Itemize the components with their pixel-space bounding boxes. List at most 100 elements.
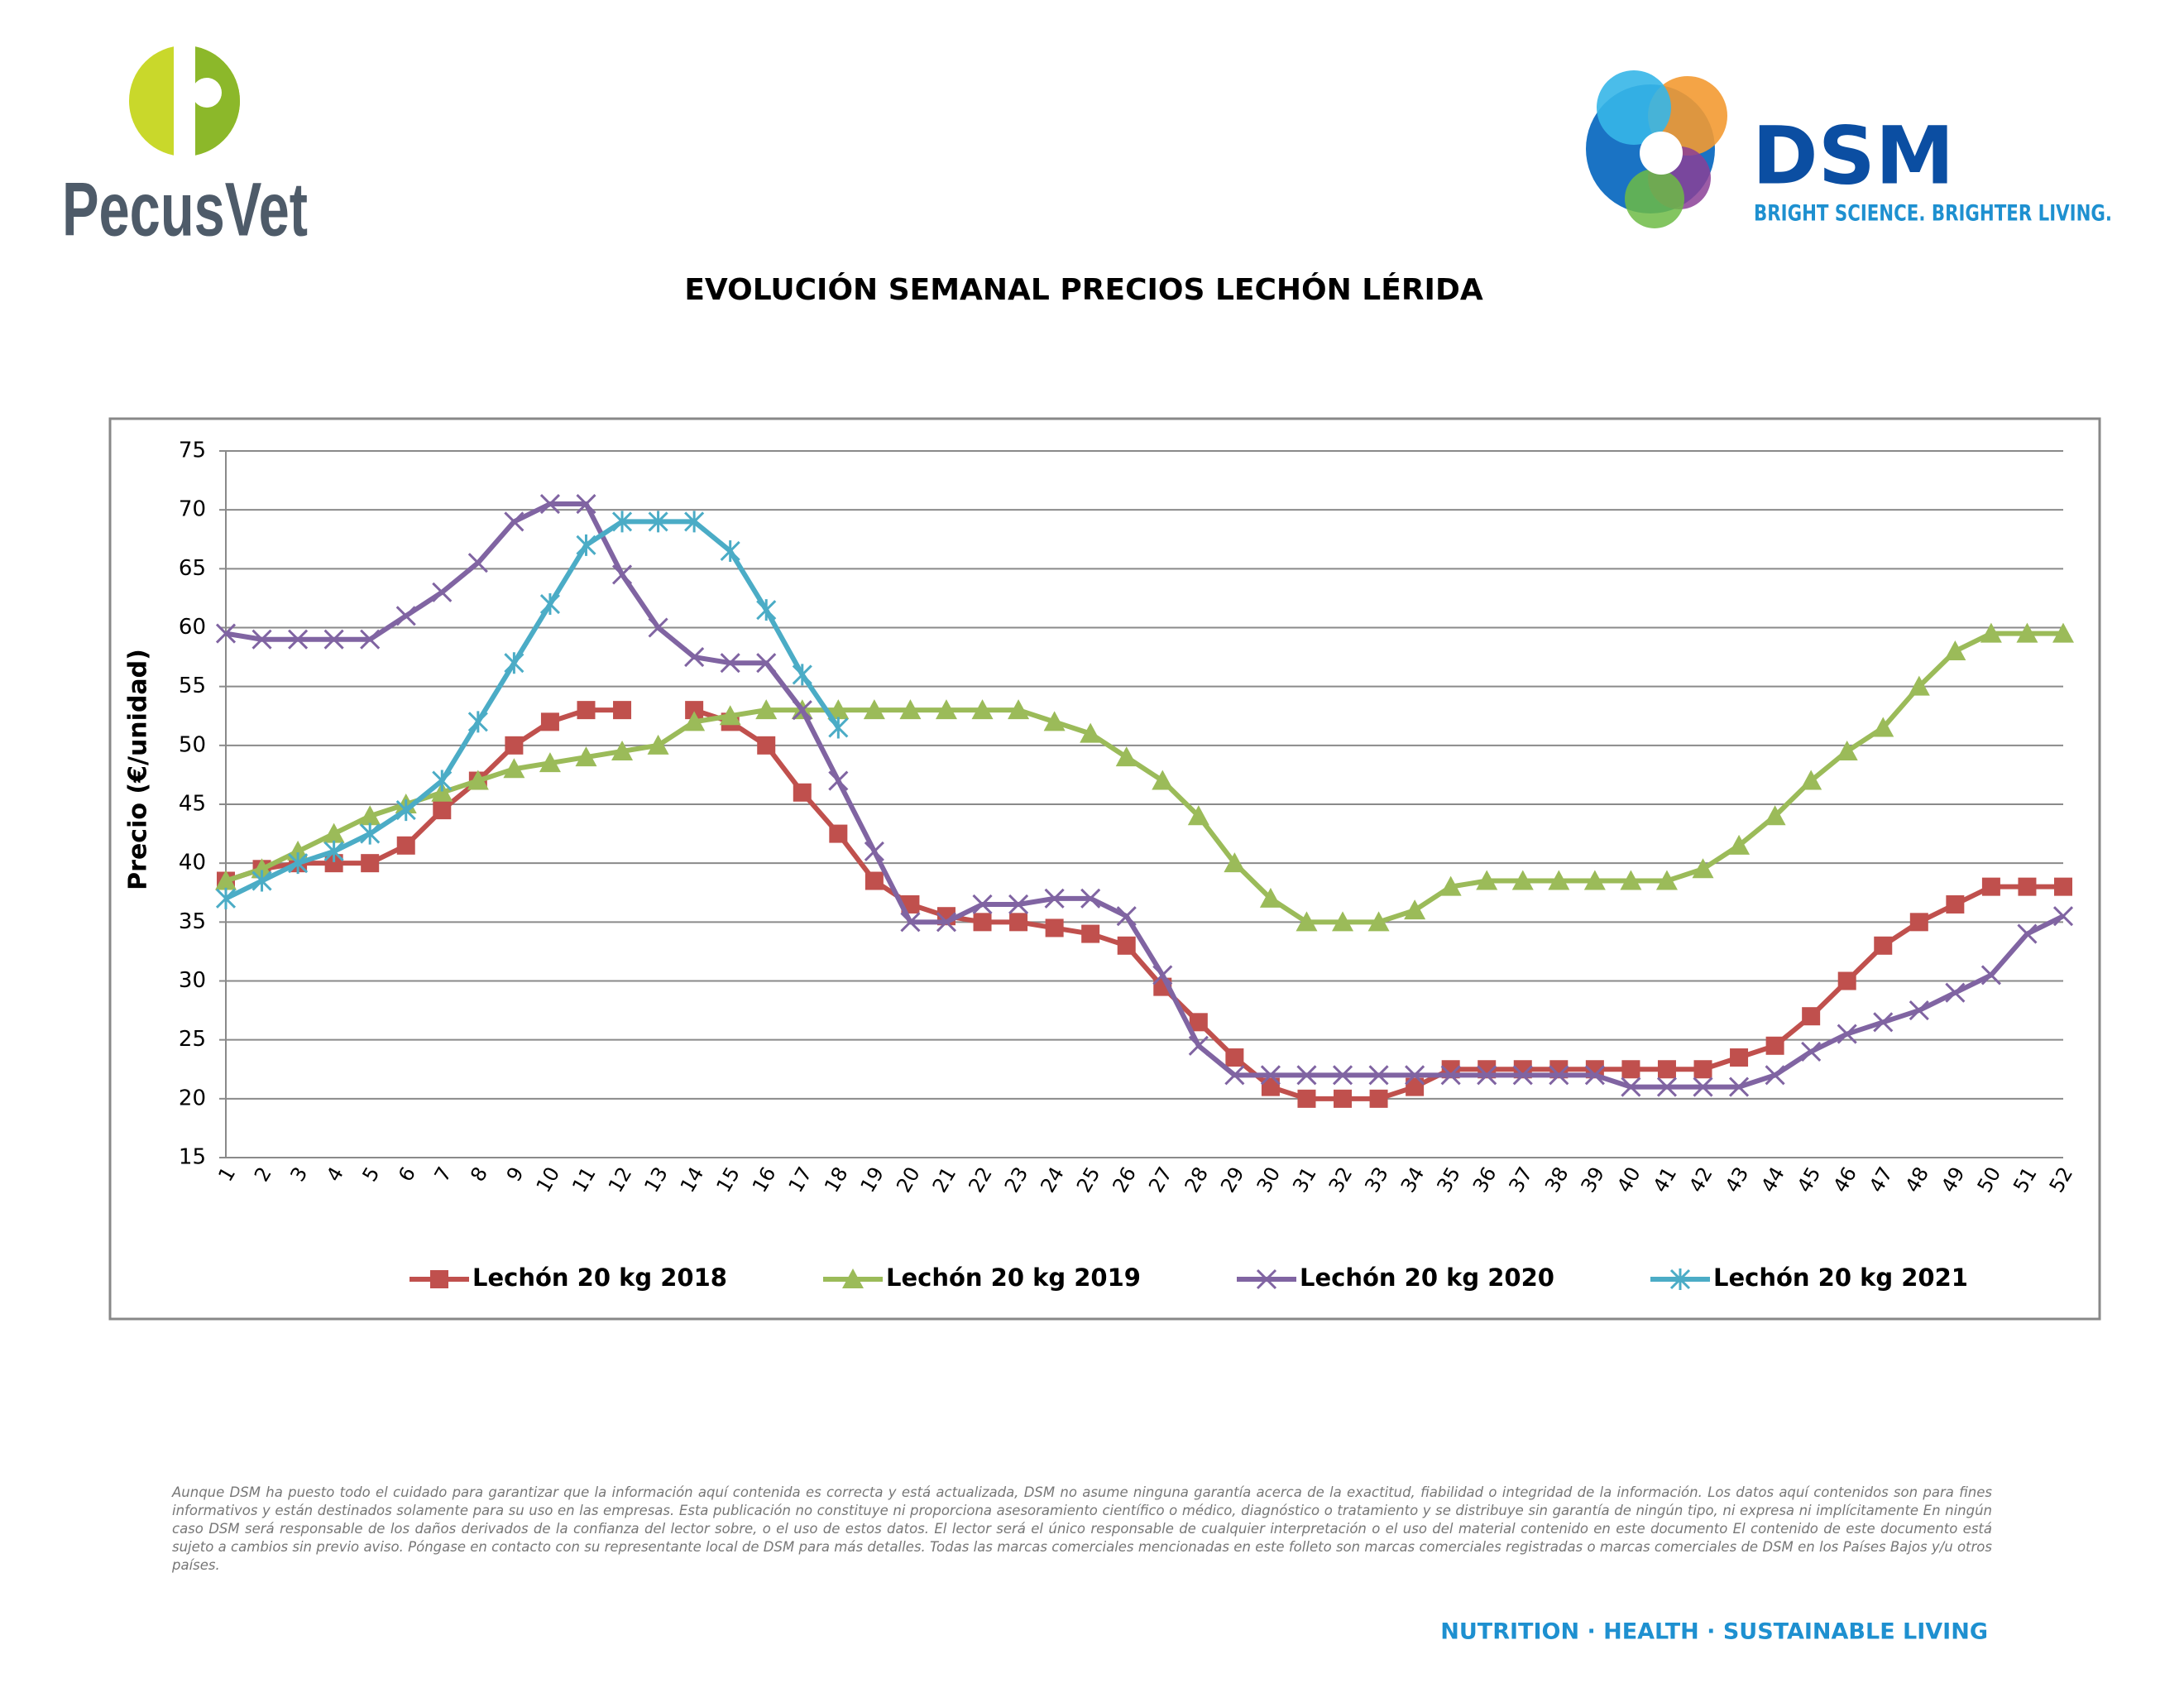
marker (577, 701, 596, 720)
x-tick-label: 28 (1181, 1163, 1214, 1196)
marker (215, 623, 237, 644)
x-tick-label: 16 (748, 1163, 781, 1196)
x-tick-label: 13 (639, 1163, 673, 1196)
marker (288, 852, 309, 875)
marker (842, 1268, 864, 1288)
marker (756, 599, 777, 621)
marker (395, 606, 416, 626)
marker (1224, 852, 1246, 873)
x-tick-label: 47 (1865, 1163, 1898, 1196)
x-tick-label: 52 (2045, 1163, 2078, 1196)
marker (1080, 888, 1101, 909)
x-tick-label: 50 (1973, 1163, 2006, 1196)
legend-label: Lechón 20 kg 2021 (1713, 1264, 1968, 1292)
marker (900, 912, 921, 933)
marker (757, 736, 776, 755)
marker (215, 887, 237, 909)
x-tick-label: 33 (1360, 1163, 1393, 1196)
y-tick-label: 25 (179, 1027, 206, 1052)
marker (829, 824, 848, 843)
marker (251, 858, 273, 879)
marker (504, 652, 524, 674)
x-tick-label: 5 (358, 1163, 385, 1186)
x-tick-label: 9 (502, 1163, 529, 1186)
marker (324, 854, 343, 873)
marker (1836, 740, 1858, 760)
marker (1332, 1065, 1353, 1086)
marker (1296, 911, 1318, 932)
x-tick-label: 4 (322, 1163, 348, 1186)
marker (1945, 982, 1966, 1003)
x-tick-label: 42 (1684, 1163, 1717, 1196)
x-tick-label: 40 (1612, 1163, 1645, 1196)
x-tick-label: 23 (1000, 1163, 1033, 1196)
marker (1620, 870, 1642, 890)
marker (1081, 924, 1100, 943)
line (225, 501, 2065, 1090)
marker (828, 717, 849, 739)
y-tick-label: 20 (179, 1086, 206, 1110)
marker (792, 664, 812, 686)
marker (1946, 894, 1965, 914)
marker (720, 539, 740, 562)
marker (323, 629, 344, 650)
marker (648, 617, 668, 638)
logo-text: PecusVet (62, 167, 308, 252)
marker (395, 799, 416, 822)
chart-frame (108, 417, 2101, 1321)
marker (1512, 1065, 1533, 1086)
marker (1874, 936, 1893, 955)
marker (1980, 622, 2002, 643)
marker (1189, 1013, 1208, 1032)
marker (1765, 1065, 1785, 1086)
marker (611, 740, 634, 760)
marker (1188, 1035, 1209, 1056)
x-tick-label: 51 (2009, 1163, 2042, 1196)
marker (1256, 1268, 1277, 1290)
marker (1009, 913, 1028, 932)
marker (1260, 1065, 1281, 1086)
marker (611, 511, 633, 533)
marker (1404, 899, 1426, 920)
marker (685, 701, 704, 720)
y-tick-label: 65 (179, 556, 206, 581)
marker (1225, 1048, 1244, 1067)
x-tick-label: 37 (1505, 1163, 1538, 1196)
marker (1405, 1065, 1425, 1086)
marker (2017, 923, 2038, 944)
marker (793, 783, 812, 802)
x-tick-label: 22 (964, 1163, 997, 1196)
x-tick-label: 17 (784, 1163, 817, 1196)
y-tick-label: 70 (179, 497, 206, 522)
marker (539, 593, 561, 616)
marker (1693, 1060, 1712, 1079)
marker (1296, 1065, 1317, 1086)
marker (1657, 1060, 1676, 1079)
marker (1008, 699, 1030, 720)
x-tick-label: 3 (285, 1163, 312, 1186)
x-tick-label: 39 (1577, 1163, 1610, 1196)
x-tick-label: 31 (1288, 1163, 1321, 1196)
marker (1511, 870, 1534, 890)
marker (1043, 711, 1066, 731)
x-tick-label: 26 (1108, 1163, 1141, 1196)
legend-label: Lechón 20 kg 2020 (1300, 1264, 1554, 1292)
marker (1259, 887, 1281, 908)
series (215, 493, 2074, 1097)
marker (1908, 675, 1930, 696)
x-tick-label: 43 (1721, 1163, 1754, 1196)
x-tick-label: 14 (676, 1163, 709, 1196)
marker (719, 705, 741, 726)
marker (467, 553, 488, 573)
disclaimer: Aunque DSM ha puesto todo el cuidado par… (172, 1484, 1992, 1573)
marker (935, 699, 957, 720)
marker (1440, 1065, 1461, 1086)
marker (683, 711, 706, 731)
marker (1224, 1065, 1245, 1086)
marker (1080, 722, 1102, 743)
marker (1367, 911, 1390, 932)
series (217, 701, 2072, 1108)
marker (1801, 1041, 1822, 1062)
x-tick-label: 46 (1828, 1163, 1861, 1196)
x-tick-label: 6 (394, 1163, 420, 1186)
